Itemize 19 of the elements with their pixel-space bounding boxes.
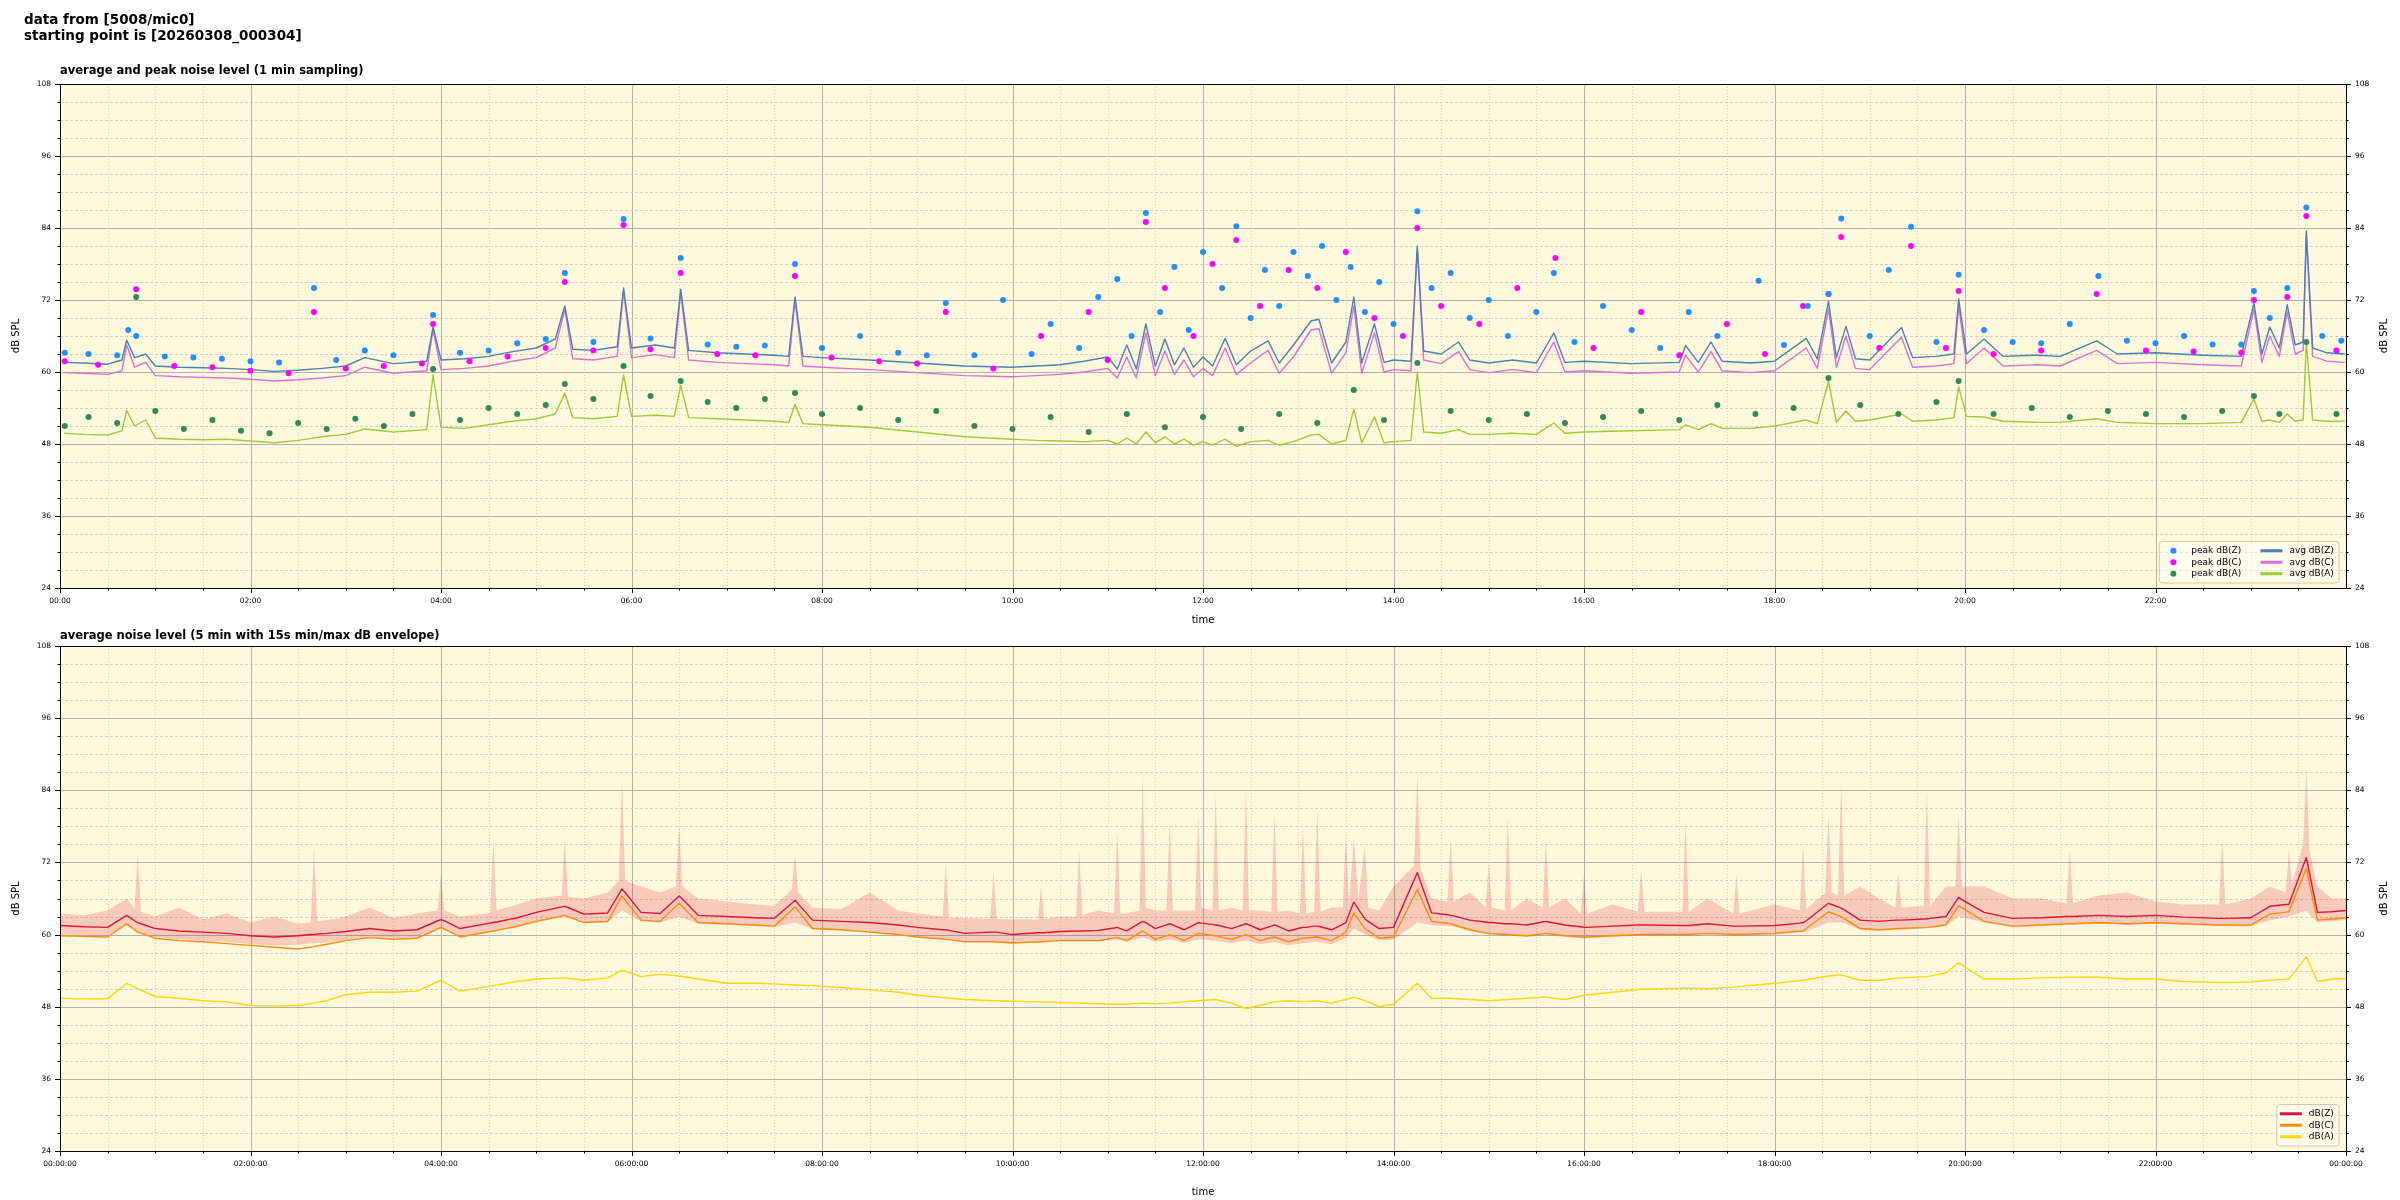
- legend-label: dB(Z): [2308, 1108, 2334, 1119]
- chart-title: average and peak noise level (1 min sampling): [60, 63, 364, 78]
- legend-label: peak dB(C): [2191, 556, 2242, 567]
- x-axis-title: time: [1191, 613, 1215, 625]
- y-axis-title: dB SPL: [9, 318, 21, 354]
- y2-axis-title: dB SPL: [2377, 880, 2389, 916]
- legend-label: avg dB(C): [2289, 556, 2334, 567]
- legend-label: avg dB(Z): [2289, 545, 2334, 556]
- legend-label: peak dB(A): [2191, 568, 2242, 579]
- legend-label: avg dB(A): [2289, 568, 2334, 579]
- chart-title: average noise level (5 min with 15s min/max dB envelope): [60, 628, 440, 643]
- legend-label: peak dB(Z): [2191, 545, 2242, 556]
- legend-label: dB(A): [2308, 1131, 2334, 1142]
- x-axis-title: time: [1191, 1185, 1215, 1197]
- text: starting point is [20260308_000304]: [24, 27, 302, 43]
- y-axis-title: dB SPL: [9, 880, 21, 916]
- y2-axis-title: dB SPL: [2377, 318, 2389, 354]
- legend-label: dB(C): [2308, 1119, 2335, 1130]
- text: data from [5008/mic0]: [24, 11, 196, 27]
